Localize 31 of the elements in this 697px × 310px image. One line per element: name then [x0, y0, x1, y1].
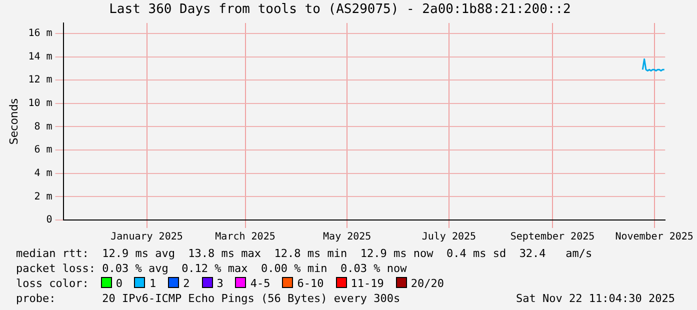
text: Sat Nov 22 11:04:30 2025 [516, 291, 675, 306]
x-tick-label: January 2025 [110, 232, 183, 243]
x-tick-label: March 2025 [215, 232, 276, 243]
y-tick-label: 6 m [34, 144, 52, 156]
text: packet loss: 0.03 % avg 0.12 % max 0.00 % min 0.03 % now [16, 262, 407, 275]
x-tick-label: November 2025 [615, 232, 694, 243]
x-tick-label: September 2025 [510, 232, 595, 243]
chart-title: Last 360 Days from tools to (AS29075) - 2a00:1b88:21:200::2 [108, 2, 572, 17]
text: median rtt: 12.9 ms avg 13.8 ms max 12.8 ms min 12.9 ms now 0.4 ms sd 32.4 am/s [16, 247, 592, 260]
x-tick-label: May 2025 [323, 232, 372, 243]
y-axis-title: Seconds [7, 98, 20, 145]
y-tick-label: 12 m [28, 74, 52, 86]
y-tick-label: 0 [46, 214, 52, 226]
text: 6-10 [297, 277, 324, 290]
y-tick-label: 8 m [34, 121, 52, 132]
text: 4-5 [250, 277, 270, 290]
text: probe: [16, 292, 57, 305]
text: 2 [183, 277, 190, 290]
text: 0 [116, 277, 122, 290]
y-tick-label: 16 m [28, 28, 52, 40]
y-tick-label: 10 m [28, 98, 52, 110]
y-tick-label: 4 m [34, 168, 52, 179]
text: 3 [216, 277, 224, 290]
text: 11-19 [350, 277, 384, 290]
text: 20 IPv6-ICMP Echo Pings (56 Bytes) every 300s [102, 292, 400, 305]
x-tick-label: July 2025 [422, 232, 476, 243]
text: 1 [149, 277, 156, 290]
y-tick-label: 2 m [34, 191, 52, 202]
text: loss color: [16, 277, 89, 290]
text: 20/20 [410, 277, 444, 290]
y-tick-label: 14 m [28, 51, 52, 62]
